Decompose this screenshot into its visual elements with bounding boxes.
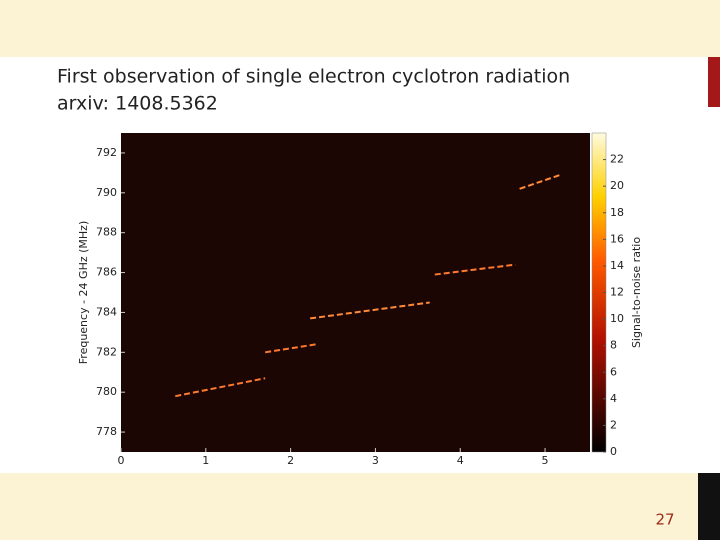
colorbar-tick-label: 8 bbox=[610, 339, 617, 352]
colorbar-tick-label: 14 bbox=[610, 259, 624, 272]
colorbar-tick-label: 6 bbox=[610, 365, 617, 378]
side-strip bbox=[698, 473, 720, 540]
colorbar-tick-label: 0 bbox=[610, 445, 617, 458]
y-axis-label: Frequency - 24 GHz (MHz) bbox=[77, 221, 90, 364]
track bbox=[519, 173, 561, 190]
track bbox=[434, 263, 516, 276]
title-line: arxiv: 1408.5362 bbox=[57, 93, 218, 115]
colorbar-tick-label: 22 bbox=[610, 153, 624, 166]
colorbar-tick-label: 4 bbox=[610, 392, 617, 405]
y-tick-label: 792 bbox=[96, 146, 117, 159]
y-tick-label: 780 bbox=[96, 385, 117, 398]
x-tick-label: 5 bbox=[542, 454, 549, 467]
colorbar-tick-label: 12 bbox=[610, 286, 624, 299]
colorbar-tick-label: 10 bbox=[610, 312, 624, 325]
y-tick-label: 784 bbox=[96, 305, 117, 318]
top-band bbox=[0, 0, 708, 57]
track bbox=[175, 377, 266, 398]
colorbar-tick-label: 16 bbox=[610, 232, 624, 245]
y-tick-label: 788 bbox=[96, 226, 117, 239]
x-tick-label: 4 bbox=[457, 454, 464, 467]
plot: 0 1 2 3 4 5778780782784786788790792Frequency … bbox=[77, 132, 643, 484]
x-tick-label: 1 bbox=[202, 454, 209, 467]
top-band-edge bbox=[708, 0, 720, 57]
y-tick-label: 778 bbox=[96, 425, 117, 438]
track bbox=[309, 301, 430, 320]
colorbar-label: Signal-to-noise ratio bbox=[630, 237, 643, 348]
y-tick-label: 790 bbox=[96, 186, 117, 199]
plot-area bbox=[121, 133, 590, 452]
colorbar-tick-label: 2 bbox=[610, 418, 617, 431]
title-line: First observation of single electron cyc… bbox=[57, 66, 570, 88]
x-tick-label: 2 bbox=[287, 454, 294, 467]
colorbar-tick-label: 20 bbox=[610, 179, 624, 192]
x-tick-label: 3 bbox=[372, 454, 379, 467]
colorbar-tick-label: 18 bbox=[610, 206, 624, 219]
x-tick-label: 0 bbox=[118, 454, 125, 467]
page-number: 27 bbox=[655, 511, 674, 529]
y-tick-label: 782 bbox=[96, 345, 117, 358]
y-tick-label: 786 bbox=[96, 266, 117, 279]
accent-bar bbox=[708, 57, 720, 107]
bottom-band bbox=[0, 473, 698, 540]
